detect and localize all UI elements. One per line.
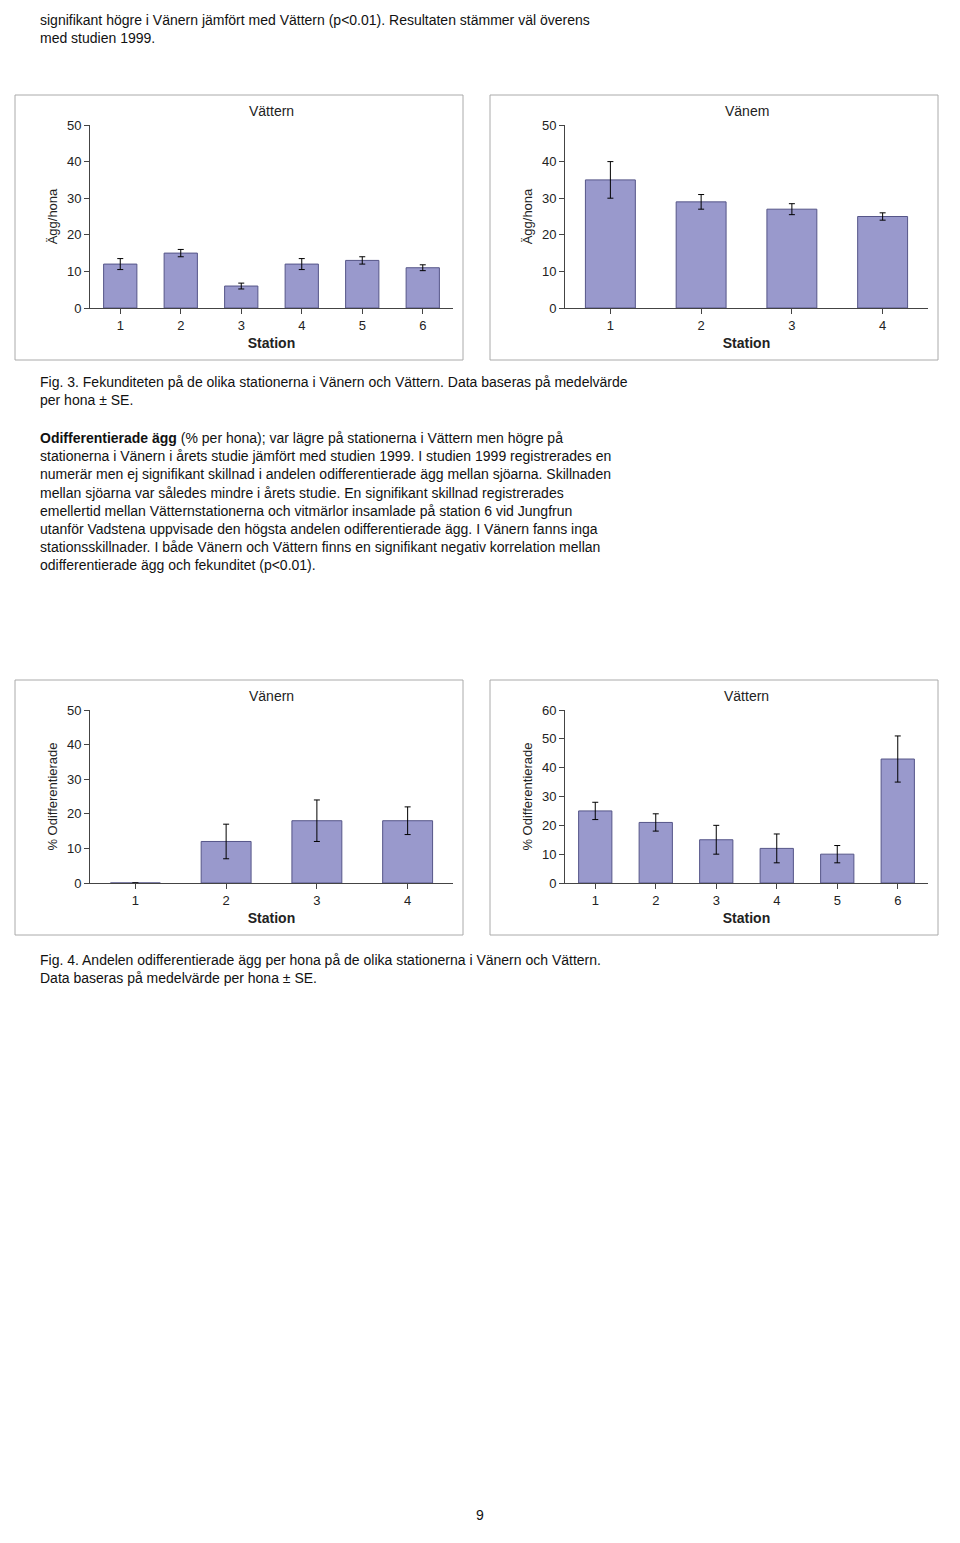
svg-text:4: 4 bbox=[404, 893, 411, 908]
svg-text:4: 4 bbox=[879, 318, 886, 333]
svg-text:10: 10 bbox=[542, 264, 556, 279]
svg-text:1: 1 bbox=[607, 318, 614, 333]
svg-text:1: 1 bbox=[132, 893, 139, 908]
svg-text:Odifferentierade ägg (% per ho: Odifferentierade ägg (% per hona); var l… bbox=[40, 430, 611, 573]
svg-text:Station: Station bbox=[723, 335, 770, 351]
svg-text:1: 1 bbox=[117, 318, 124, 333]
svg-text:5: 5 bbox=[359, 318, 366, 333]
svg-text:50: 50 bbox=[542, 118, 556, 133]
svg-text:20: 20 bbox=[67, 227, 81, 242]
svg-text:1: 1 bbox=[592, 893, 599, 908]
svg-text:40: 40 bbox=[67, 154, 81, 169]
svg-text:4: 4 bbox=[773, 893, 780, 908]
svg-text:Station: Station bbox=[723, 910, 770, 926]
svg-text:3: 3 bbox=[713, 893, 720, 908]
svg-text:Ägg/hona: Ägg/hona bbox=[520, 188, 535, 244]
svg-text:6: 6 bbox=[894, 893, 901, 908]
svg-text:30: 30 bbox=[67, 772, 81, 787]
svg-text:2: 2 bbox=[652, 893, 659, 908]
svg-text:Fig. 3. Fekunditeten på de oli: Fig. 3. Fekunditeten på de olika station… bbox=[40, 374, 628, 408]
svg-text:Fig. 4. Andelen odifferentiera: Fig. 4. Andelen odifferentierade ägg per… bbox=[40, 952, 601, 986]
svg-text:3: 3 bbox=[788, 318, 795, 333]
svg-text:0: 0 bbox=[549, 876, 556, 891]
svg-text:% Odifferentierade: % Odifferentierade bbox=[520, 742, 535, 850]
svg-text:Vänern: Vänern bbox=[249, 688, 294, 704]
svg-text:Vänem: Vänem bbox=[725, 103, 769, 119]
svg-text:5: 5 bbox=[834, 893, 841, 908]
svg-text:50: 50 bbox=[67, 703, 81, 718]
svg-text:50: 50 bbox=[67, 118, 81, 133]
svg-text:30: 30 bbox=[67, 191, 81, 206]
svg-text:20: 20 bbox=[542, 818, 556, 833]
svg-text:2: 2 bbox=[223, 893, 230, 908]
svg-text:3: 3 bbox=[238, 318, 245, 333]
svg-text:30: 30 bbox=[542, 789, 556, 804]
svg-text:20: 20 bbox=[542, 227, 556, 242]
svg-text:Station: Station bbox=[248, 335, 295, 351]
svg-text:2: 2 bbox=[177, 318, 184, 333]
svg-text:3: 3 bbox=[313, 893, 320, 908]
svg-text:0: 0 bbox=[74, 876, 81, 891]
svg-text:0: 0 bbox=[549, 301, 556, 316]
svg-text:0: 0 bbox=[74, 301, 81, 316]
svg-text:6: 6 bbox=[419, 318, 426, 333]
svg-text:50: 50 bbox=[542, 731, 556, 746]
svg-text:9: 9 bbox=[476, 1507, 484, 1523]
svg-text:10: 10 bbox=[542, 847, 556, 862]
svg-text:60: 60 bbox=[542, 703, 556, 718]
svg-text:signifikant högre i Vänern jäm: signifikant högre i Vänern jämfört med V… bbox=[40, 12, 590, 46]
svg-text:Ägg/hona: Ägg/hona bbox=[45, 188, 60, 244]
svg-text:% Odifferentierade: % Odifferentierade bbox=[45, 742, 60, 850]
svg-text:40: 40 bbox=[67, 737, 81, 752]
svg-text:Station: Station bbox=[248, 910, 295, 926]
svg-text:40: 40 bbox=[542, 760, 556, 775]
svg-text:4: 4 bbox=[298, 318, 305, 333]
svg-text:10: 10 bbox=[67, 264, 81, 279]
svg-text:30: 30 bbox=[542, 191, 556, 206]
svg-text:40: 40 bbox=[542, 154, 556, 169]
svg-text:20: 20 bbox=[67, 806, 81, 821]
svg-text:10: 10 bbox=[67, 841, 81, 856]
svg-text:Vättern: Vättern bbox=[724, 688, 769, 704]
svg-text:Vättern: Vättern bbox=[249, 103, 294, 119]
svg-text:2: 2 bbox=[698, 318, 705, 333]
